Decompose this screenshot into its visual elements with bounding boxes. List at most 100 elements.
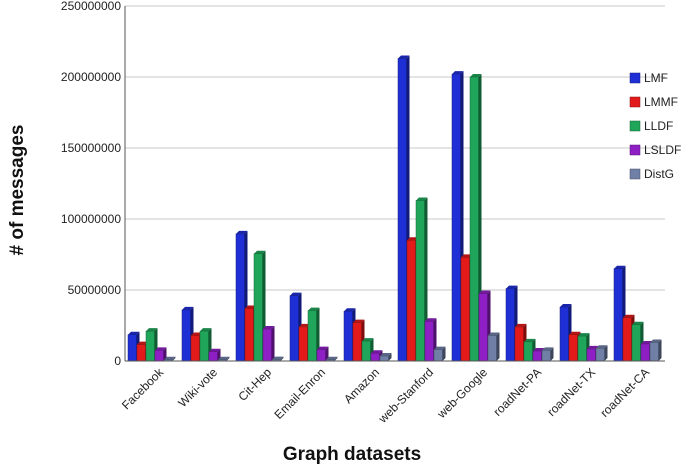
legend-swatch [629,120,641,132]
y-tick-labels: 0 50000000 100000000 150000000 200000000 2500… [61,0,121,368]
bar-top [461,254,473,258]
bar-top [371,350,383,354]
bar-front [361,340,371,362]
bar-DistG-roadNet-PA [541,347,554,362]
bar-side [442,346,446,361]
bar-top [209,348,221,352]
bar-front [244,308,254,362]
legend-swatch [629,144,641,156]
bar-front [523,341,533,362]
bar-front [190,335,200,362]
bar-front [307,310,317,362]
bar-side [271,326,275,361]
bar-top [407,237,419,241]
legend-swatch [629,72,641,84]
bar-front [541,350,551,362]
bar-top [254,250,266,254]
bar-DistG-roadNet-TX [595,345,608,362]
legend-label: LSLDF [644,143,681,157]
bar-LSLDF-Email-Enron [316,346,329,362]
bar-front [631,324,641,362]
bar-top [146,328,158,332]
bar-top [515,323,527,327]
bar-front [379,355,389,362]
bar-top [155,347,167,351]
bar-front [316,349,326,362]
bar-side [478,74,482,361]
bar-side [226,356,230,361]
bar-side [388,353,392,361]
legend-item-LSLDF: LSLDF [629,143,681,157]
bar-side [658,339,662,361]
bar-front [586,348,596,362]
bar-top [587,345,599,349]
y-tick-label: 0 [114,354,121,368]
bar-top [317,346,329,350]
bar-top [362,338,374,342]
bar-top [272,356,284,360]
bar-top [200,328,212,332]
bar-DistG-web-Stanford [433,346,446,362]
bar-front [343,311,353,362]
bar-top [650,339,662,343]
bar-front [505,288,515,362]
bar-front [514,326,524,362]
bar-side [496,332,500,361]
bar-side [604,345,608,361]
bar-top [290,292,302,296]
x-tick-label: web-Stanford [375,365,436,426]
x-tick-label: Facebook [119,365,167,413]
bar-top [137,341,149,345]
bar-top [542,347,554,351]
bar-front [352,322,362,362]
bar-DistG-Wiki-vote [217,356,230,362]
legend-item-LLDF: LLDF [629,119,673,133]
bar-top [236,230,248,234]
bar-front [406,240,416,362]
bar-top [398,55,410,59]
bar-front [640,343,650,362]
bar-top [506,285,518,289]
bar-front [487,335,497,362]
x-tick-label: Cit-Hep [235,365,274,404]
x-tick-label: Wiki-vote [175,365,220,410]
legend-item-LMF: LMF [629,71,668,85]
legend-swatch [629,168,641,180]
x-tick-label: Amazon [341,365,382,406]
y-tick-label: 250000000 [61,0,121,13]
bar-front [199,330,209,362]
bar-top [344,308,356,312]
bar-front [127,334,137,362]
bar-front [568,334,578,362]
bar-top [452,71,464,75]
bar-top [182,306,194,310]
y-tick-label: 50000000 [68,283,122,297]
bar-LSLDF-Facebook [154,347,167,362]
bar-front [262,328,272,362]
bar-front [577,335,587,362]
bar-top [533,348,545,352]
bar-front [154,350,164,362]
y-tick-label: 200000000 [61,70,121,84]
legend: LMF LMMF LLDF LSLDF DistG [629,71,681,181]
bar-top [560,304,572,308]
bar-side [280,356,284,361]
bar-top [614,265,626,269]
bar-front [136,344,146,362]
x-tick-label: roadNet-TX [544,365,598,419]
bar-side [550,347,554,361]
bar-top [164,356,176,360]
x-tick-label: roadNet-PA [491,365,545,419]
bar-front [478,293,488,362]
axes [124,6,665,362]
y-tick-label: 100000000 [61,212,121,226]
bar-front [298,326,308,362]
bar-front [559,306,569,362]
bar-front [181,309,191,362]
x-tick-label: Email-Enron [272,365,329,422]
bar-top [596,345,608,349]
legend-label: DistG [644,167,674,181]
x-tick-label: web-Google [434,365,491,422]
legend-item-LMMF: LMMF [629,95,678,109]
